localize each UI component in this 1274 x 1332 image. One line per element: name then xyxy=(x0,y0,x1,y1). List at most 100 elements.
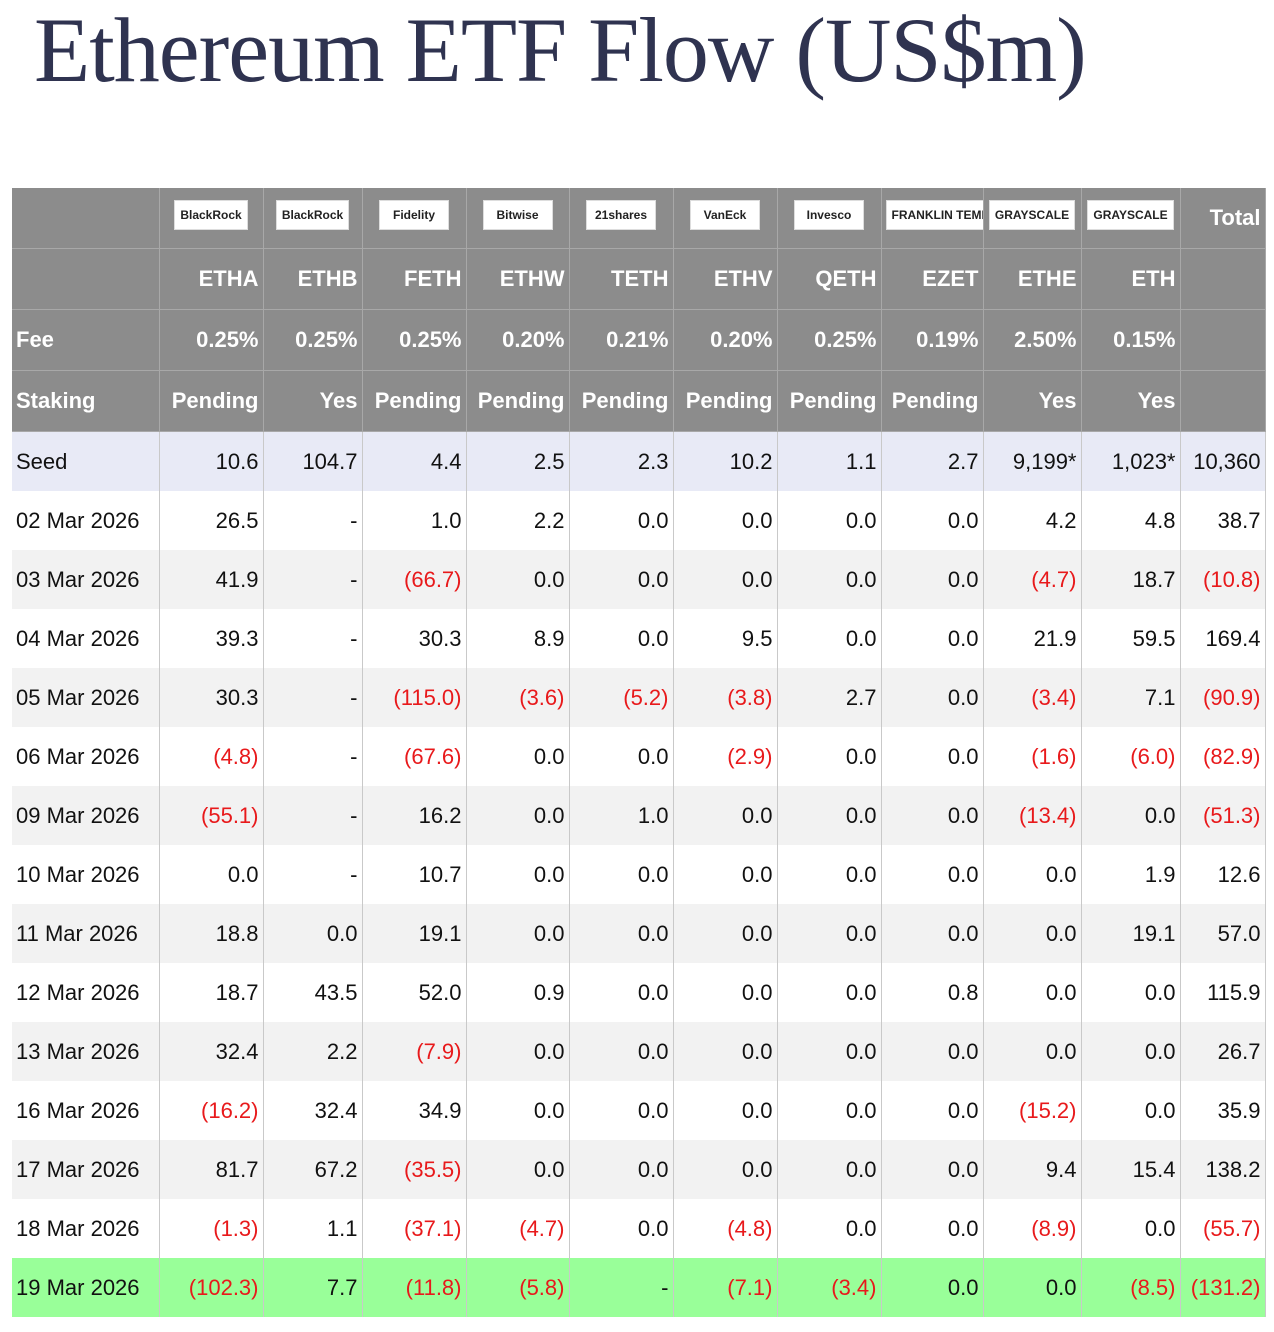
flow-cell: 2.7 xyxy=(881,431,984,491)
logo-cell: FRANKLIN TEMPLETON xyxy=(881,188,984,249)
flow-cell: (67.6) xyxy=(362,727,467,786)
flow-cell: 4.8 xyxy=(1081,491,1181,550)
data-row: 11 Mar 2026 18.8 0.0 19.1 0.0 0.0 0.0 0.0 0.0 0.0… xyxy=(12,904,1266,963)
flow-cell: 0.0 xyxy=(569,1022,674,1081)
flow-cell: 0.0 xyxy=(881,786,984,845)
issuer-logo: 21shares xyxy=(586,200,656,230)
flow-cell: (5.2) xyxy=(569,668,674,727)
flow-cell: 2.3 xyxy=(569,431,674,491)
flow-cell: 0.0 xyxy=(983,963,1082,1022)
date-cell: 09 Mar 2026 xyxy=(12,786,160,845)
staking: Pending xyxy=(466,370,570,432)
flow-cell: 0.0 xyxy=(881,491,984,550)
flow-cell: 9,199* xyxy=(983,431,1082,491)
flow-cell: 0.0 xyxy=(569,1081,674,1140)
flow-cell: 57.0 xyxy=(1180,904,1266,963)
flow-cell: 0.0 xyxy=(777,904,882,963)
issuer-logo: GRAYSCALE xyxy=(1087,200,1174,230)
flow-cell: 10,360 xyxy=(1180,431,1266,491)
flow-cell: 81.7 xyxy=(159,1140,264,1199)
flow-cell: 1.9 xyxy=(1081,845,1181,904)
fee: 0.25% xyxy=(263,309,363,371)
flow-cell: 26.7 xyxy=(1180,1022,1266,1081)
date-cell: 11 Mar 2026 xyxy=(12,904,160,963)
logo-cell: Fidelity xyxy=(362,188,467,249)
flow-cell: 4.2 xyxy=(983,491,1082,550)
flow-cell: (3.8) xyxy=(673,668,778,727)
issuer-logo: Invesco xyxy=(794,200,864,230)
row-label: Staking xyxy=(12,370,160,432)
date-cell: 05 Mar 2026 xyxy=(12,668,160,727)
flow-cell: (16.2) xyxy=(159,1081,264,1140)
flow-cell: 0.0 xyxy=(777,550,882,609)
staking: Yes xyxy=(983,370,1082,432)
flow-cell: (6.0) xyxy=(1081,727,1181,786)
flow-cell: 0.0 xyxy=(777,845,882,904)
data-row: 06 Mar 2026 (4.8) - (67.6) 0.0 0.0 (2.9) 0.0 0.0… xyxy=(12,727,1266,786)
flow-cell: 0.0 xyxy=(466,904,570,963)
staking: Yes xyxy=(1081,370,1181,432)
date-cell: 16 Mar 2026 xyxy=(12,1081,160,1140)
flow-cell: 0.0 xyxy=(673,1022,778,1081)
flow-cell: 0.0 xyxy=(569,1199,674,1258)
flow-cell: 0.0 xyxy=(159,845,264,904)
flow-cell: 0.0 xyxy=(466,727,570,786)
flow-cell: 0.0 xyxy=(466,1022,570,1081)
flow-cell: 52.0 xyxy=(362,963,467,1022)
flow-cell: 0.0 xyxy=(673,786,778,845)
flow-cell: (7.9) xyxy=(362,1022,467,1081)
flow-cell: - xyxy=(569,1258,674,1317)
flow-cell: 0.0 xyxy=(466,1081,570,1140)
flow-cell: (55.7) xyxy=(1180,1199,1266,1258)
flow-cell: 0.9 xyxy=(466,963,570,1022)
flow-cell: 21.9 xyxy=(983,609,1082,668)
flow-cell: (90.9) xyxy=(1180,668,1266,727)
data-row: 19 Mar 2026 (102.3) 7.7 (11.8) (5.8) - (7.1) (3… xyxy=(12,1258,1266,1317)
flow-cell: 0.0 xyxy=(466,550,570,609)
flow-cell: 104.7 xyxy=(263,431,363,491)
data-row: 02 Mar 2026 26.5-1.0 2.2 0.0 0.0 0.0 0.0 4.2 4.8… xyxy=(12,491,1266,550)
ticker: ETHV xyxy=(673,248,778,310)
flow-cell: 59.5 xyxy=(1081,609,1181,668)
flow-cell: 2.7 xyxy=(777,668,882,727)
flow-cell: 12.6 xyxy=(1180,845,1266,904)
flow-cell: 0.0 xyxy=(1081,963,1181,1022)
flow-cell: 0.0 xyxy=(881,1022,984,1081)
staking: Pending xyxy=(159,370,264,432)
fee: 0.19% xyxy=(881,309,984,371)
flow-cell: 0.0 xyxy=(881,845,984,904)
flow-cell: 0.0 xyxy=(983,1022,1082,1081)
flow-cell: 10.6 xyxy=(159,431,264,491)
flow-cell: (8.9) xyxy=(983,1199,1082,1258)
date-cell: 10 Mar 2026 xyxy=(12,845,160,904)
flow-cell: 0.0 xyxy=(881,904,984,963)
flow-cell: 0.0 xyxy=(777,609,882,668)
data-row: 16 Mar 2026 (16.2) 32.4 34.9 0.0 0.0 0.0 0.0 0.0… xyxy=(12,1081,1266,1140)
flow-cell: 1.0 xyxy=(569,786,674,845)
flow-cell: 0.0 xyxy=(673,491,778,550)
flow-cell: 0.0 xyxy=(673,963,778,1022)
ticker: ETHE xyxy=(983,248,1082,310)
flow-cell: 0.0 xyxy=(569,491,674,550)
flow-cell: 0.0 xyxy=(983,1258,1082,1317)
flow-cell: 19.1 xyxy=(362,904,467,963)
logo-cell: BlackRock xyxy=(263,188,363,249)
flow-cell: 8.9 xyxy=(466,609,570,668)
flow-cell: (5.8) xyxy=(466,1258,570,1317)
issuer-logo: GRAYSCALE xyxy=(988,200,1076,230)
flow-cell: 1.1 xyxy=(777,431,882,491)
flow-cell: 0.0 xyxy=(263,904,363,963)
flow-cell: 9.5 xyxy=(673,609,778,668)
flow-cell: 32.4 xyxy=(159,1022,264,1081)
ticker: ETH xyxy=(1081,248,1181,310)
flow-cell: 0.0 xyxy=(1081,1022,1181,1081)
flow-cell: - xyxy=(263,786,363,845)
flow-cell: 0.0 xyxy=(881,1258,984,1317)
flow-cell: 18.7 xyxy=(159,963,264,1022)
flow-cell: (4.8) xyxy=(673,1199,778,1258)
flow-cell: 35.9 xyxy=(1180,1081,1266,1140)
logo-cell: 21shares xyxy=(569,188,674,249)
flow-cell: 26.5 xyxy=(159,491,264,550)
flow-cell: 0.0 xyxy=(881,609,984,668)
flow-cell: (55.1) xyxy=(159,786,264,845)
